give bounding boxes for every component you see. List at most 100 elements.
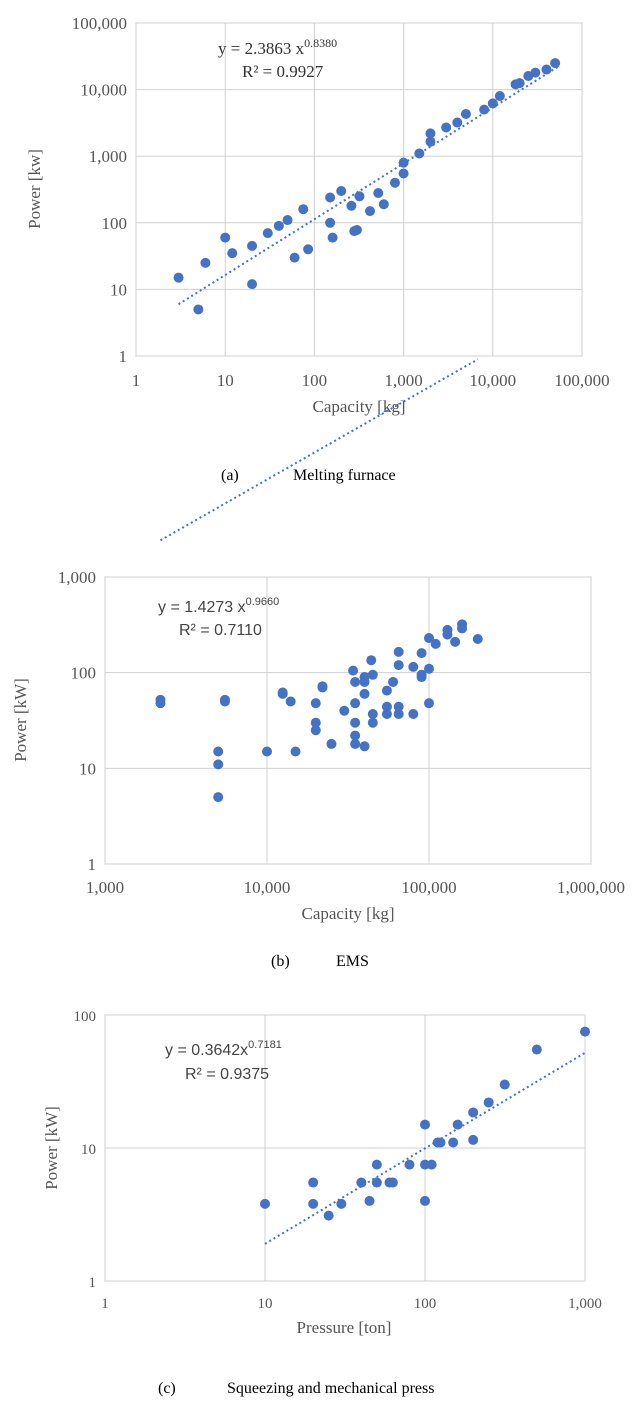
data-point (424, 698, 434, 709)
data-point (359, 741, 370, 752)
trendline (159, 358, 479, 542)
data-point (388, 676, 399, 687)
data-point (408, 661, 419, 672)
caption-text: EMS (336, 953, 369, 970)
data-point (247, 279, 258, 290)
data-point (359, 672, 370, 683)
data-point (416, 672, 427, 683)
x-tick-label: 1 (132, 371, 141, 390)
data-point (367, 717, 378, 728)
plot-area (135, 22, 583, 357)
data-point (381, 685, 392, 696)
x-axis-label: Capacity [kg] (313, 397, 406, 416)
data-point (541, 64, 552, 75)
data-point (336, 186, 347, 197)
data-point (227, 248, 238, 259)
data-point (420, 1119, 430, 1130)
data-point (213, 759, 224, 770)
x-tick-label: 1,000,000 (557, 878, 625, 897)
y-tick-label: 100 (102, 214, 128, 233)
x-axis-label: Capacity [kg] (302, 904, 395, 923)
x-tick-label: 10 (258, 1296, 273, 1312)
chart-squeezing-press: 1 10 100 1,000 1 10 100 Pressure [ton] Power … (42, 1009, 602, 1397)
y-tick-label: 10,000 (80, 81, 127, 100)
data-point (371, 1159, 382, 1170)
data-point (424, 663, 434, 674)
equation-base: y = 1.4273 x (158, 599, 246, 616)
caption-text: Melting furnace (293, 467, 396, 484)
chart-melting-furnace: 1 10 100 1,000 10,000 100,000 1 10 100 1,000 10,0… (25, 14, 610, 484)
data-point (416, 648, 427, 659)
data-point (442, 624, 453, 635)
data-point (387, 1177, 398, 1188)
data-point (367, 669, 378, 680)
y-tick-label: 100 (74, 1009, 97, 1025)
data-point (367, 708, 378, 719)
chart-ems: 1,000 10,000 100,000 1,000,000 1101001,000 … (11, 358, 625, 970)
x-tick-label: 1,000 (568, 1296, 602, 1312)
y-tick-label: 100,000 (72, 14, 127, 33)
data-point (420, 1195, 430, 1206)
equation-exponent: 0.7181 (248, 1039, 282, 1051)
data-point (325, 192, 336, 203)
data-point (531, 1044, 542, 1055)
y-axis-label: Power [kw] (25, 149, 44, 229)
data-point (483, 1097, 494, 1108)
data-point (173, 272, 184, 283)
x-axis-label: Pressure [ton] (297, 1318, 392, 1337)
data-point (364, 1195, 375, 1206)
data-point (487, 98, 498, 109)
caption-label: (b) (271, 953, 290, 970)
data-point (389, 177, 400, 188)
data-point (393, 701, 404, 712)
data-point (351, 224, 362, 235)
data-point (378, 199, 389, 210)
equation-exponent: 0.8380 (304, 36, 337, 50)
data-point (425, 128, 436, 139)
data-point (326, 738, 337, 749)
data-point (317, 682, 328, 693)
data-point (452, 117, 463, 128)
data-point (514, 78, 525, 89)
data-point (479, 104, 490, 115)
data-point (308, 1177, 319, 1188)
x-tick-label: 100,000 (401, 878, 456, 897)
trend-equation: y = 2.3863 x0.8380 (218, 36, 337, 58)
data-point (350, 730, 361, 741)
data-point (356, 1177, 367, 1188)
y-tick-label: 1,000 (89, 147, 127, 166)
data-point (220, 232, 231, 243)
data-point (371, 1177, 382, 1188)
data-point (468, 1107, 479, 1118)
x-tick-label: 100 (414, 1296, 437, 1312)
data-point (200, 257, 211, 268)
y-tick-label: 1 (119, 347, 128, 366)
x-tick-label: 1,000 (384, 371, 422, 390)
x-tick-label: 1,000 (86, 878, 124, 897)
data-point (354, 191, 365, 202)
data-point (414, 148, 425, 159)
data-point (308, 1198, 319, 1209)
trendline (264, 1051, 586, 1245)
data-point (310, 725, 321, 736)
data-point (393, 646, 404, 657)
data-point (452, 1119, 463, 1130)
y-axis-label: Power [kW] (11, 678, 30, 762)
data-point (303, 244, 314, 255)
equation-exponent: 0.9660 (246, 596, 280, 608)
equation-base: y = 0.3642x (165, 1042, 248, 1059)
data-point (472, 633, 483, 644)
data-point (398, 168, 409, 179)
data-point (468, 1134, 479, 1145)
data-point (262, 228, 273, 239)
x-tick-label: 10,000 (244, 878, 291, 897)
data-point (350, 717, 361, 728)
data-point (213, 746, 224, 757)
data-point (339, 705, 350, 716)
data-point (350, 738, 361, 749)
data-point (425, 136, 436, 147)
trend-equation: y = 0.3642x0.7181 (165, 1039, 282, 1059)
data-point (350, 698, 361, 709)
x-tick-label: 1 (101, 1296, 109, 1312)
data-point (381, 708, 392, 719)
